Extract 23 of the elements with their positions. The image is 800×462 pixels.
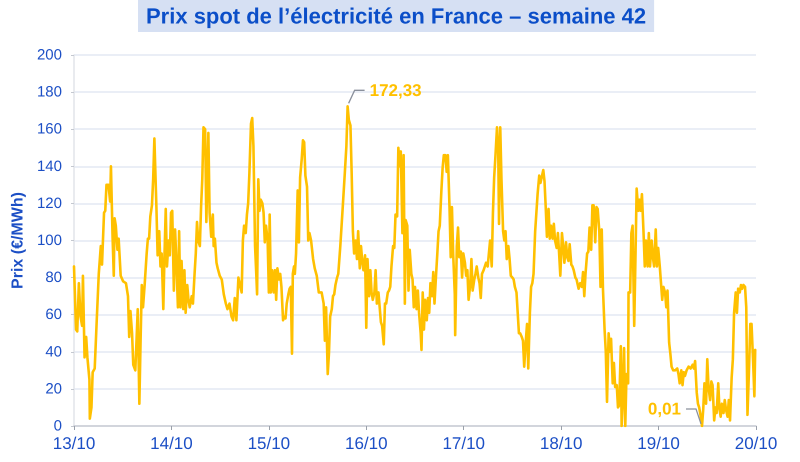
y-tick-label: 200 [36,46,62,64]
x-tick-label: 20/10 [734,434,778,453]
x-tick-label: 18/10 [540,434,582,453]
annotation: 172,33 [370,80,422,100]
x-tick-label: 17/10 [442,434,485,453]
chart-title: Prix spot de l’électricité en France – semaine 42 [146,4,646,28]
y-tick-label: 0 [54,418,62,434]
x-tick-label: 15/10 [248,434,290,453]
annotation: 0,01 [648,399,682,418]
x-tick-label: 16/10 [345,434,388,453]
y-axis-title: Prix (€/MWh) [10,192,27,289]
y-tick-label: 60 [45,306,62,324]
y-tick-label: 160 [36,120,62,138]
x-tick-label: 19/10 [637,434,680,453]
x-tick-label: 13/10 [52,434,96,453]
y-tick-label: 20 [45,380,62,398]
y-tick-label: 120 [36,194,62,212]
y-tick-label: 140 [36,158,62,175]
x-tick-label: 14/10 [150,434,193,453]
y-tick-label: 40 [45,343,62,360]
y-tick-label: 100 [36,232,62,249]
y-tick-label: 80 [45,269,62,286]
y-tick-label: 180 [36,84,62,101]
